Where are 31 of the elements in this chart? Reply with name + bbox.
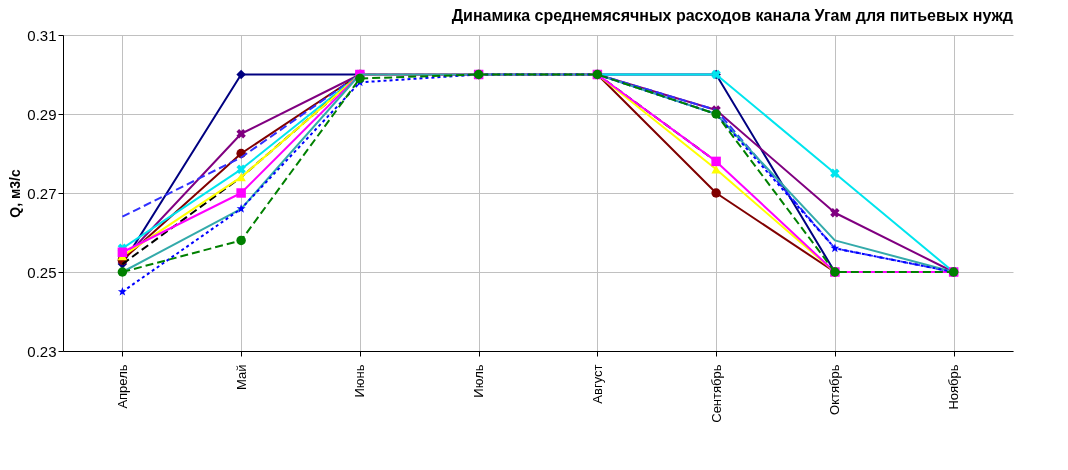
point bbox=[117, 267, 128, 277]
y-axis-title: Q, м3/с bbox=[7, 169, 24, 218]
point bbox=[236, 173, 246, 182]
point bbox=[830, 168, 840, 178]
point bbox=[236, 129, 246, 139]
point bbox=[355, 73, 365, 84]
x-tick-label: Ноябрь bbox=[946, 364, 962, 410]
x-tick-label: Июнь bbox=[352, 364, 368, 398]
point bbox=[117, 287, 127, 296]
x-tick-label: Октябрь bbox=[827, 364, 843, 415]
point bbox=[236, 204, 246, 213]
point bbox=[830, 208, 840, 218]
x-tick-label: Апрель bbox=[114, 364, 130, 409]
y-tick-label: 0.23 bbox=[27, 342, 57, 360]
point bbox=[711, 156, 721, 167]
point bbox=[236, 235, 246, 246]
y-tick-label: 0.25 bbox=[27, 263, 57, 281]
point bbox=[711, 165, 721, 174]
x-tick-label: Сентябрь bbox=[708, 364, 724, 423]
point bbox=[117, 247, 128, 257]
chart-title: Динамика среднемясячных расходов канала Угам для питьевых нужд bbox=[451, 7, 1013, 24]
y-tick-label: 0.29 bbox=[27, 105, 57, 123]
x-tick-label: Июль bbox=[471, 364, 487, 398]
y-tick-label: 0.31 bbox=[27, 26, 57, 44]
point bbox=[236, 69, 246, 80]
y-tick-label: 0.27 bbox=[27, 184, 57, 202]
point bbox=[236, 188, 246, 198]
x-tick-label: Август bbox=[589, 364, 605, 404]
point bbox=[236, 164, 246, 174]
x-tick-label: Май bbox=[233, 364, 249, 390]
point bbox=[711, 188, 721, 198]
